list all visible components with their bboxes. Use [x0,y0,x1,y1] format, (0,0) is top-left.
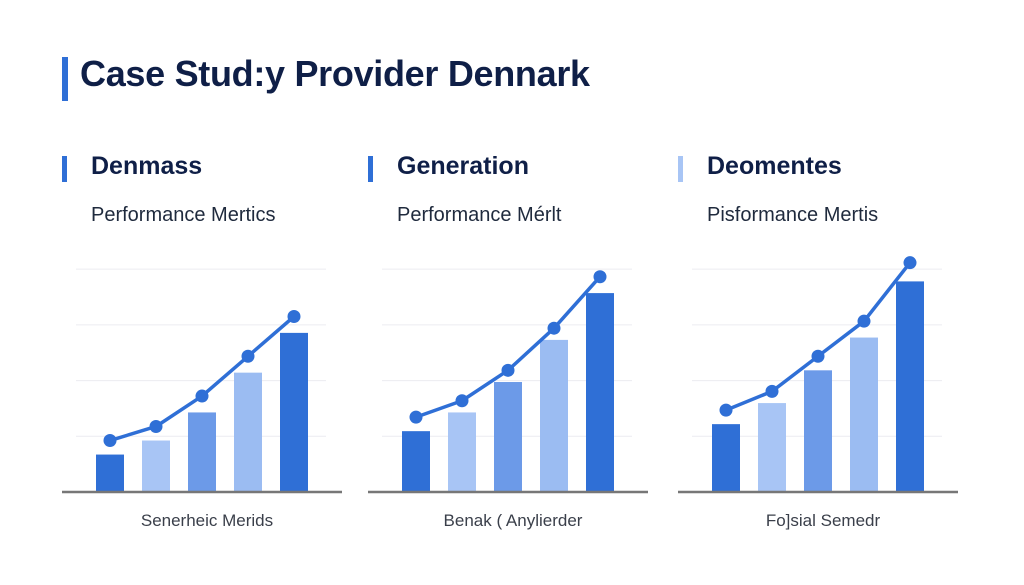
page-title: Case Stud:y Provider Dennark [80,53,590,94]
data-point [765,384,779,398]
panel-heading: Generation [397,152,529,180]
data-point [593,270,607,284]
data-point [903,256,917,270]
data-point [501,363,515,377]
panel-caption: Fo]sial Semedr [765,511,881,530]
bar [96,454,124,492]
chart-1 [62,268,342,494]
chart-panel-1: Denmass Performance Mertics Senerheic Me… [62,150,352,550]
bar [586,293,614,492]
bar [540,339,568,492]
data-point [857,314,871,328]
bar [494,382,522,492]
panel-caption: Senerheic Merids [140,511,274,530]
data-point [547,321,561,335]
bar [142,440,170,492]
panel-heading: Deomentes [707,152,842,180]
bar [188,412,216,492]
chart-3 [678,256,958,494]
panel-subtitle: Performance Mertics [91,204,276,226]
data-point [149,419,163,433]
bar [448,412,476,492]
chart-2 [368,268,648,494]
panel-marker [678,156,683,182]
panel-marker [62,156,67,182]
chart-panel-3: Deomentes Pisformance Mertis Fo]sial Sem… [678,150,968,550]
data-point [719,403,733,417]
data-point [455,394,469,408]
panel-caption: Benak ( Anylierder [443,511,583,530]
bar [712,424,740,492]
bar [896,281,924,492]
bar [804,370,832,492]
data-point [241,349,255,363]
panel-marker [368,156,373,182]
data-point [103,434,117,448]
data-point [409,410,423,424]
panel-heading: Denmass [91,152,203,180]
panel-subtitle: Pisformance Mertis [707,204,879,226]
title-accent-bar [62,57,68,101]
data-point [195,389,209,403]
bar [758,403,786,492]
chart-panel-2: Generation Performance Mérlt Benak ( Any… [368,150,658,550]
panel-subtitle: Performance Mérlt [397,204,562,226]
bar [280,332,308,492]
data-point [287,310,301,323]
bar [402,431,430,492]
bar [234,372,262,492]
bar [850,337,878,492]
data-point [811,349,825,363]
